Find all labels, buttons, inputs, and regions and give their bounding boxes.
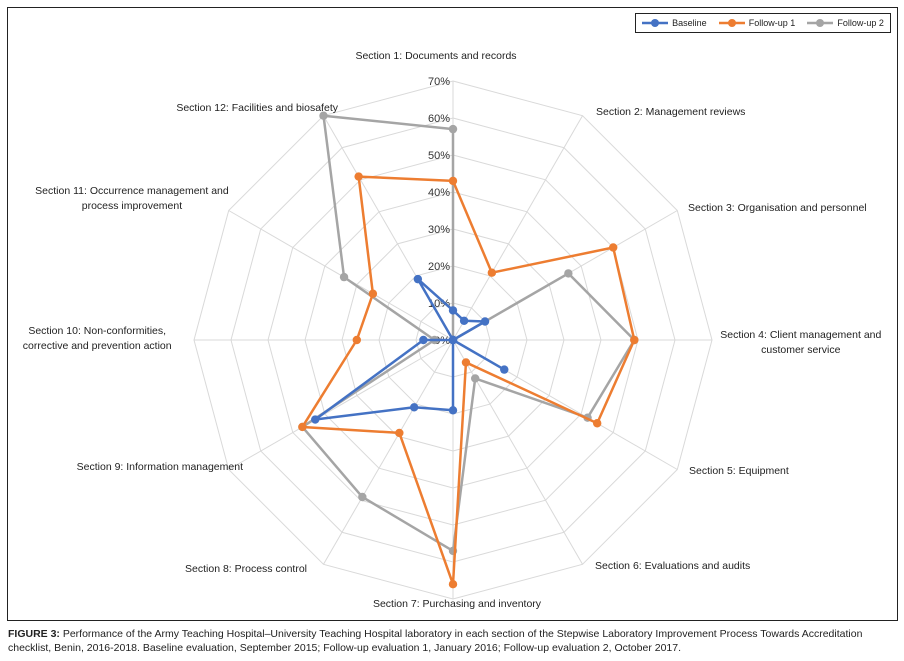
data-point-baseline (448, 306, 458, 315)
data-point-follow-up-1 (592, 419, 602, 428)
data-point-follow-up-1 (461, 358, 471, 367)
category-label-line: process improvement (82, 200, 182, 212)
category-label-line: Section 7: Purchasing and inventory (373, 598, 542, 610)
data-point-follow-up-1 (354, 172, 363, 181)
category-label: Section 9: Information management (77, 461, 243, 473)
data-point-baseline (448, 335, 458, 345)
legend-item-follow-up-2: Follow-up 2 (807, 18, 884, 28)
data-point-baseline (480, 317, 490, 326)
data-point-follow-up-1 (630, 335, 639, 345)
figure-caption: FIGURE 3: Performance of the Army Teachi… (8, 627, 898, 655)
category-label-line: Section 10: Non-conformities, (28, 325, 166, 337)
category-label: Section 1: Documents and records (355, 50, 516, 62)
grid-spoke (323, 339, 454, 565)
data-point-follow-up-1 (609, 243, 618, 252)
data-point-follow-up-1 (352, 335, 361, 345)
category-label-line: Section 6: Evaluations and audits (595, 560, 750, 572)
data-point-baseline (419, 335, 428, 345)
category-label-line: Section 11: Occurrence management and (35, 185, 229, 197)
radar-chart: 0%10%20%30%40%50%60%70%Section 1: Docume… (23, 50, 882, 610)
data-point-baseline (413, 274, 423, 284)
data-point-follow-up-1 (368, 289, 378, 298)
category-label: Section 6: Evaluations and audits (595, 560, 750, 572)
category-label: Section 10: Non-conformities, corrective … (23, 325, 172, 352)
category-label-line: Section 5: Equipment (689, 465, 789, 477)
category-label: Section 5: Equipment (689, 465, 789, 477)
legend: Baseline Follow-up 1 Follow-up 2 (635, 13, 891, 33)
category-label-line: Section 9: Information management (77, 461, 243, 473)
data-point-baseline (409, 403, 419, 412)
category-label: Section 3: Organisation and personnel (688, 202, 867, 214)
data-point-follow-up-2 (471, 374, 480, 383)
legend-marker-baseline (642, 19, 669, 27)
data-point-follow-up-1 (298, 422, 307, 432)
data-point-baseline (500, 365, 509, 374)
data-point-follow-up-1 (395, 428, 404, 438)
chart-frame (7, 7, 898, 621)
radial-tick-label: 60% (428, 113, 450, 125)
legend-label: Follow-up 2 (837, 18, 884, 28)
category-label: Section 2: Management reviews (596, 106, 745, 118)
data-point-follow-up-1 (448, 176, 458, 186)
legend-label: Follow-up 1 (748, 18, 796, 28)
category-label-line: Section 8: Process control (185, 563, 307, 575)
category-label: Section 4: Client management and customer… (720, 329, 881, 356)
category-label-line: customer service (761, 344, 841, 356)
radial-tick-label: 50% (428, 150, 450, 162)
category-label-line: Section 1: Documents and records (355, 50, 516, 62)
data-point-follow-up-1 (448, 580, 458, 589)
data-point-follow-up-1 (487, 268, 497, 277)
grid-spoke (452, 115, 583, 341)
legend-item-follow-up-1: Follow-up 1 (718, 18, 796, 28)
caption-text: Performance of the Army Teaching Hospita… (8, 628, 863, 654)
radial-tick-label: 40% (428, 187, 450, 199)
series-line-follow-up-2 (301, 114, 636, 553)
data-point-follow-up-2 (448, 124, 458, 134)
category-label: Section 11: Occurrence management and pro… (35, 185, 229, 212)
grid-spoke (228, 339, 454, 470)
category-label: Section 12: Facilities and biosafety (176, 102, 338, 114)
data-point-follow-up-2 (564, 269, 573, 278)
category-label-line: Section 4: Client management and (720, 329, 881, 341)
radial-tick-label: 70% (428, 76, 450, 88)
category-label-line: Section 3: Organisation and personnel (688, 202, 867, 214)
data-point-follow-up-2 (358, 492, 367, 502)
series-line-follow-up-1 (301, 175, 636, 586)
caption-label: FIGURE 3: (8, 628, 60, 640)
category-label: Section 8: Process control (185, 563, 307, 575)
category-label-line: corrective and prevention action (23, 340, 172, 352)
radial-tick-label: 30% (428, 224, 450, 236)
radial-tick-label: 20% (428, 261, 450, 273)
data-point-baseline (448, 406, 458, 415)
legend-item-baseline: Baseline (642, 18, 707, 28)
data-point-baseline (459, 316, 469, 325)
category-label: Section 7: Purchasing and inventory (373, 598, 542, 610)
data-point-follow-up-2 (319, 111, 328, 120)
legend-marker-follow-up-2 (807, 19, 834, 27)
legend-label: Baseline (672, 18, 707, 28)
legend-marker-follow-up-1 (718, 19, 745, 27)
data-point-baseline (311, 415, 320, 424)
category-label-line: Section 2: Management reviews (596, 106, 745, 118)
data-point-follow-up-2 (339, 272, 349, 282)
category-label-line: Section 12: Facilities and biosafety (176, 102, 338, 114)
